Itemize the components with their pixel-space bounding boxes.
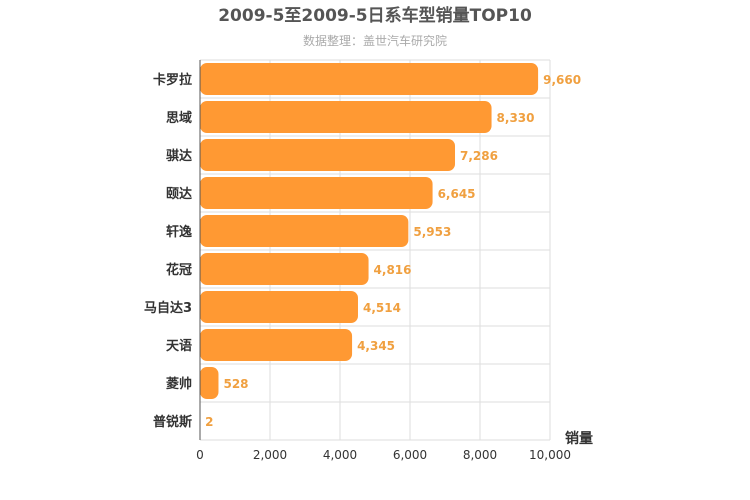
category-label: 轩逸 [166, 224, 192, 240]
x-tick-label: 0 [196, 448, 204, 462]
x-axis-ticks: 0 2,000 4,000 6,000 8,000 10,000 [196, 448, 571, 462]
category-label: 颐达 [166, 186, 192, 202]
chart-subtitle: 数据整理：盖世汽车研究院 [303, 33, 447, 48]
chart-title: 2009-5至2009-5日系车型销量TOP10 [218, 5, 532, 26]
bar [200, 177, 433, 209]
bar [200, 291, 358, 323]
category-label: 天语 [166, 339, 192, 354]
category-label: 普锐斯 [153, 414, 192, 430]
bar [200, 215, 409, 247]
data-label: 9,660 [543, 73, 581, 87]
category-label: 卡罗拉 [153, 72, 192, 88]
category-label: 菱帅 [166, 376, 192, 392]
x-tick-label: 10,000 [529, 448, 571, 462]
data-label: 528 [223, 377, 248, 391]
x-tick-label: 8,000 [463, 448, 497, 462]
category-label: 花冠 [166, 262, 192, 278]
category-label: 马自达3 [144, 300, 192, 316]
data-label: 5,953 [413, 225, 451, 239]
data-label: 7,286 [460, 149, 498, 163]
data-label: 4,816 [374, 263, 412, 277]
data-label: 6,645 [438, 187, 476, 201]
bar [200, 101, 492, 133]
data-label: 4,514 [363, 301, 401, 315]
bar [200, 367, 219, 399]
category-label: 思域 [166, 110, 192, 126]
bar [200, 253, 369, 285]
x-tick-label: 6,000 [393, 448, 427, 462]
bars-group [200, 63, 539, 437]
bar [200, 139, 456, 171]
x-tick-label: 4,000 [323, 448, 357, 462]
category-label: 骐达 [166, 148, 192, 164]
value-labels: 9,660 8,330 7,286 6,645 5,953 4,816 4,514 4,345… [205, 73, 581, 429]
data-label: 4,345 [357, 339, 395, 353]
bar [200, 329, 353, 361]
bar [200, 63, 539, 95]
data-label: 8,330 [497, 111, 535, 125]
x-tick-label: 2,000 [253, 448, 287, 462]
data-label: 2 [205, 415, 213, 429]
x-axis-label: 销量 [565, 430, 593, 447]
